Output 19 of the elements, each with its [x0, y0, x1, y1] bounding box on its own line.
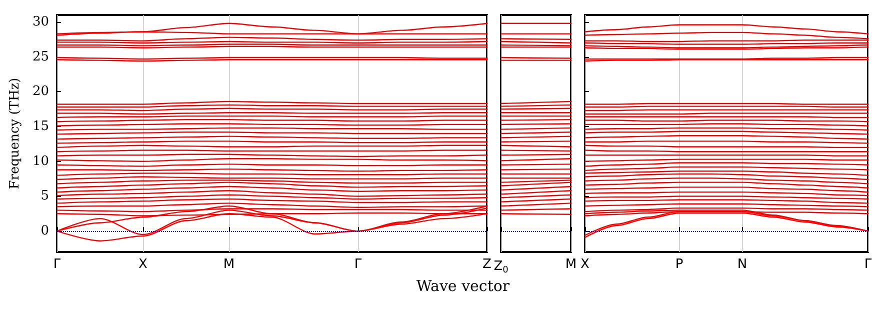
x-axis-title: Wave vector	[415, 277, 511, 295]
x-tick-label: M	[223, 257, 235, 272]
y-tick-label: 20	[32, 84, 49, 100]
y-tick-label: 25	[32, 49, 49, 64]
y-tick-label: 15	[32, 119, 49, 134]
x-tick-label: X	[138, 257, 148, 272]
y-tick-label: 30	[32, 14, 49, 30]
y-axis-title: Frequency (THz)	[8, 78, 23, 190]
y-tick-label: 5	[40, 188, 49, 204]
x-tick-label: Γ	[354, 257, 362, 272]
x-tick-label: X	[580, 257, 590, 272]
x-tick-label: P	[675, 257, 684, 272]
x-tick-label: Z	[482, 257, 492, 272]
x-tick-label: Γ	[864, 257, 872, 272]
x-tick-label: M	[565, 257, 577, 272]
y-tick-label: 0	[40, 224, 49, 239]
x-tick-label: Γ	[53, 257, 62, 272]
x-tick-label: N	[737, 257, 748, 272]
y-tick-label: 10	[32, 154, 49, 169]
